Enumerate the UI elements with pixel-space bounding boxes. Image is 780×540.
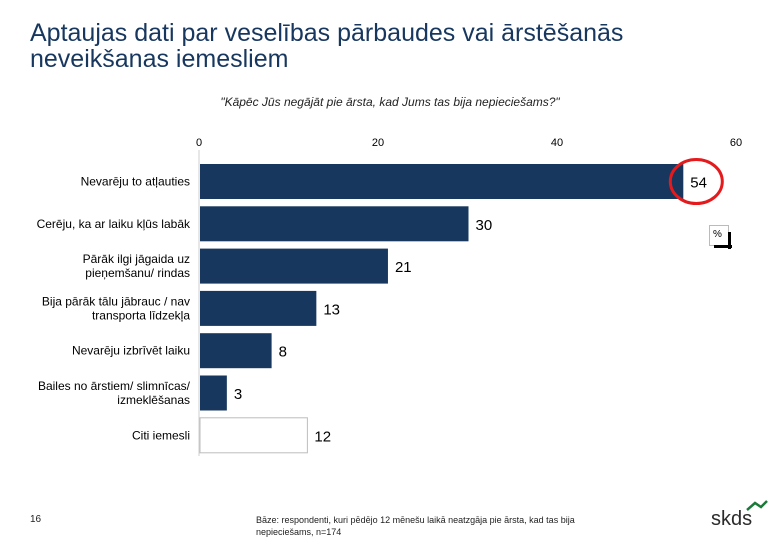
logo-text: skds: [711, 508, 753, 530]
highlight-circle: [668, 158, 724, 205]
category-label: Nevarēju izbrīvēt laiku: [72, 344, 190, 358]
category-label: Cerēju, ka ar laiku kļūs labāk: [37, 217, 191, 231]
chart-subtitle: "Kāpēc Jūs negājāt pie ārsta, kad Jums t…: [220, 95, 560, 109]
bar-value-label: 12: [314, 428, 331, 445]
category-label: Pārāk ilgi jāgaida uz: [83, 252, 190, 266]
category-label: transporta līdzekļa: [92, 308, 190, 322]
category-label: pieņemšanu/ rindas: [85, 266, 190, 280]
base-footnote: Bāze: respondenti, kuri pēdējo 12 mēnešu…: [256, 515, 575, 537]
category-label: Bailes no ārstiem/ slimnīcas/: [38, 379, 191, 393]
bar-value-label: 30: [476, 217, 493, 234]
category-label: Nevarēju to atļauties: [81, 175, 190, 189]
bar-value-label: 8: [279, 344, 287, 361]
logo-mark-icon: [746, 500, 768, 511]
bar: [199, 417, 308, 454]
bar: [200, 248, 388, 284]
x-tick-label: 60: [730, 137, 742, 149]
unit-badge: %: [709, 225, 732, 249]
x-tick-label: 0: [196, 137, 202, 149]
bar-value-label: 54: [690, 175, 707, 192]
bar: [200, 206, 469, 242]
bar: [200, 333, 272, 369]
bar: [200, 290, 317, 326]
category-label: Citi iemesli: [132, 428, 190, 442]
x-tick-label: 20: [372, 137, 384, 149]
bar: [200, 164, 684, 199]
bar: [200, 375, 227, 411]
bar-value-label: 21: [395, 259, 412, 276]
unit-label: %: [713, 229, 722, 240]
x-tick-label: 40: [551, 137, 563, 149]
bar-value-label: 13: [323, 301, 340, 318]
category-label: izmeklēšanas: [117, 393, 190, 407]
bar-value-label: 3: [234, 386, 242, 403]
page-number: 16: [30, 514, 42, 525]
skds-logo: skds: [705, 500, 769, 530]
category-label: Bija pārāk tālu jābrauc / nav: [42, 294, 190, 308]
page-title: Aptaujas dati par veselības pārbaudes va…: [30, 19, 624, 73]
